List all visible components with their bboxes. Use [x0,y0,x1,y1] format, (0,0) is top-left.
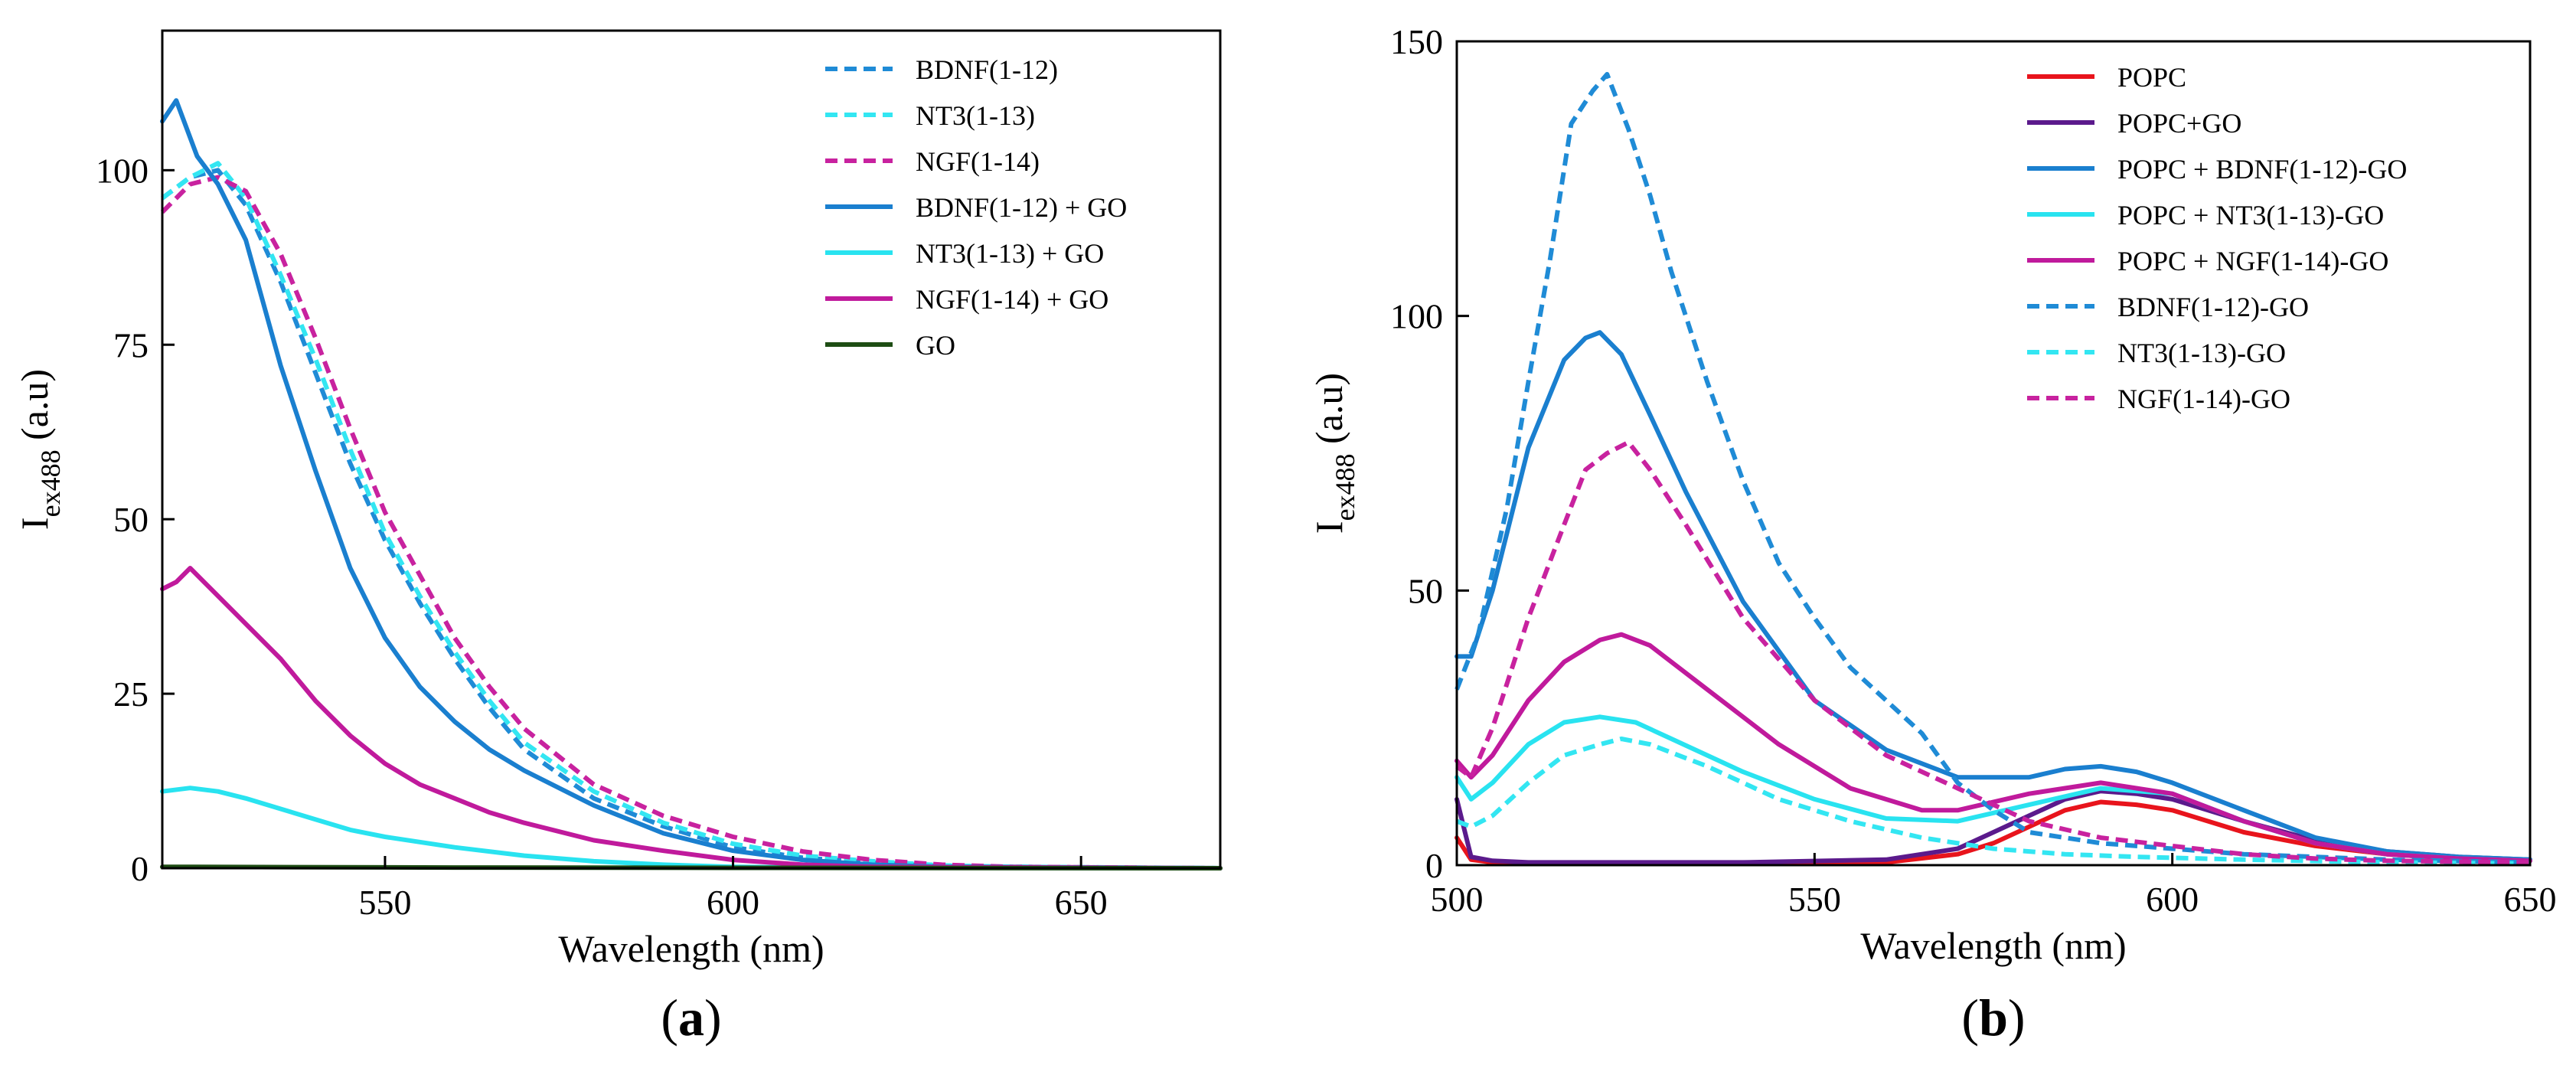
legend-label: POPC + BDNF(1-12)-GO [2117,154,2407,185]
legend-label: BDNF(1-12) + GO [916,192,1127,223]
panel-label-part: b [1979,988,2008,1047]
y-axis-title-unit: (a.u) [13,369,56,450]
legend-label: POPC + NT3(1-13)-GO [2117,200,2384,230]
legend-label: POPC+GO [2117,108,2241,139]
y-tick-label: 100 [1390,297,1443,336]
x-tick-label: 650 [1055,883,1108,922]
y-axis-title: Iex488 (a.u) [13,369,66,530]
y-tick-label: 50 [113,500,149,539]
legend-label: BDNF(1-12)-GO [2117,292,2309,322]
y-tick-label: 75 [113,325,149,364]
series-line [1455,72,2531,865]
series-line [160,98,1223,871]
series-line [161,168,1221,871]
panel-label: (b) [1961,988,2025,1047]
y-tick-label: 0 [1425,846,1443,885]
series-line [1455,714,2532,864]
legend-label: GO [916,330,955,361]
series-line [1455,632,2532,864]
y-tick-label: 25 [113,675,149,714]
legend: BDNF(1-12) NT3(1-13) NGF(1-14) BDNF(1-12) +… [825,54,1127,361]
series-line [161,161,1221,871]
legend-label: NT3(1-13)-GO [2117,338,2286,368]
y-axis-title-main: I [13,517,56,530]
series-line [160,175,1221,871]
legend-label: NGF(1-14)-GO [2117,384,2290,414]
x-tick-label: 650 [2504,880,2557,919]
plot-frame [1455,40,2532,867]
y-axis-title-unit: (a.u) [1308,373,1350,454]
x-tick-label: 600 [707,883,759,922]
panel-b-chart: 500 550 600 650 0 50 100 150 Wavelength (nm) Iex4… [1308,22,2557,1047]
panel-label-part: ) [704,988,722,1047]
y-axis-title-subscript: ex488 [35,449,66,517]
legend-label: POPC + NGF(1-14)-GO [2117,246,2388,276]
x-tick-label: 500 [1431,880,1484,919]
series-line [1455,737,2531,866]
legend-label: NGF(1-14) [916,146,1040,177]
x-tick-label: 600 [2146,880,2199,919]
panel-label: (a) [661,988,721,1047]
y-tick-label: 0 [131,849,149,888]
panel-label-part: a [678,988,704,1047]
panel-label-part: ( [661,988,678,1047]
series-line [1455,439,2531,865]
x-axis-title: Wavelength (nm) [1860,924,2126,967]
legend-label: POPC [2117,62,2186,93]
legend-label: NT3(1-13) [916,100,1035,131]
panel-a-chart: 550 600 650 0 25 50 75 100 Wavelength (nm) Iex488… [13,29,1223,1047]
y-tick-label: 100 [96,151,149,190]
y-tick-label: 150 [1390,22,1443,61]
legend-label: BDNF(1-12) [916,54,1058,85]
legend-label: NGF(1-14) + GO [916,284,1108,315]
panel-label-part: ) [2008,988,2026,1047]
x-axis-title: Wavelength (nm) [558,927,824,970]
plot-frame [161,29,1222,870]
y-axis-title: Iex488 (a.u) [1308,373,1360,534]
panel-label-part: ( [1961,988,1979,1047]
y-axis-title-main: I [1308,521,1350,534]
y-axis-title-subscript: ex488 [1330,453,1360,521]
x-tick-label: 550 [358,883,411,922]
y-tick-label: 50 [1408,571,1443,610]
legend-label: NT3(1-13) + GO [916,238,1104,269]
x-tick-label: 550 [1788,880,1841,919]
legend: POPC POPC+GO POPC + BDNF(1-12)-GO POPC + NT… [2027,62,2407,414]
series-line [1455,330,2532,862]
